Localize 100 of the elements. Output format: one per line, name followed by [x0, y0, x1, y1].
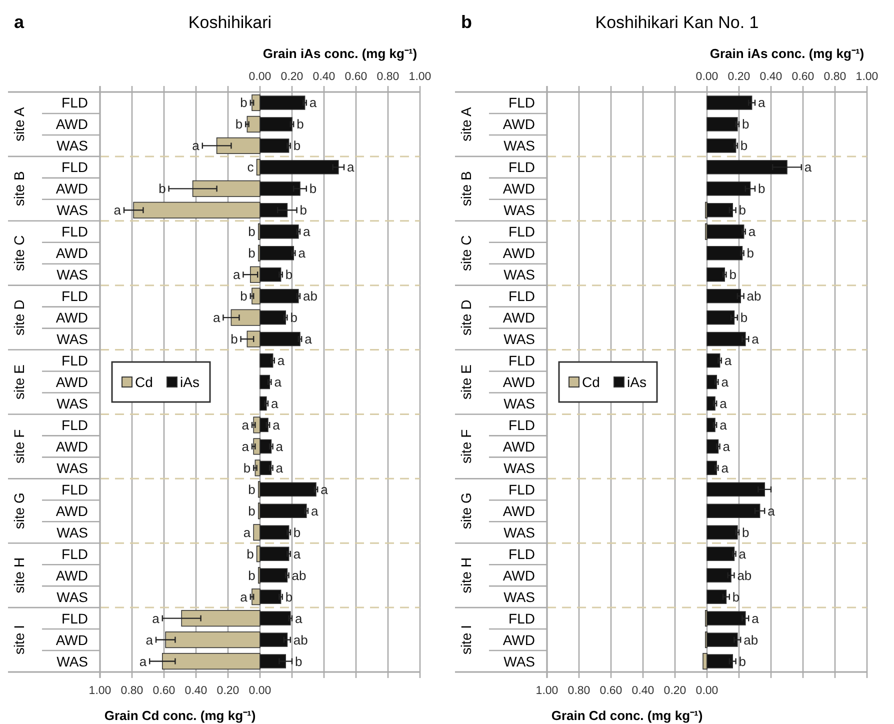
x2-tick-label: 0.80 — [824, 71, 846, 83]
data-label: a — [276, 460, 284, 476]
data-label: a — [768, 503, 776, 518]
data-label: a — [212, 310, 221, 326]
y-tick-label: FLD — [508, 610, 535, 626]
legend-label: Cd — [582, 374, 600, 390]
data-label: ab — [303, 288, 318, 304]
y-tick-label: FLD — [508, 224, 535, 240]
data-label: b — [248, 503, 256, 518]
data-label: a — [139, 654, 148, 669]
text: site B — [458, 171, 474, 206]
x2-tick-label: 0.00 — [248, 71, 272, 83]
y-tick-label: AWD — [56, 374, 88, 390]
y-tick-label: FLD — [508, 481, 535, 498]
x-tick-label: 0.40 — [184, 685, 208, 697]
text: site G — [11, 492, 27, 530]
y-tick-label: FLD — [508, 94, 535, 111]
data-label: a — [272, 417, 281, 432]
data-label: b — [742, 524, 750, 540]
data-label: b — [240, 288, 248, 304]
y-tick-label: WAS — [56, 266, 88, 283]
y-tick-label: WAS — [504, 202, 535, 218]
data-label: b — [248, 568, 256, 583]
data-label: b — [740, 310, 748, 326]
data-label: b — [285, 267, 293, 282]
y-tick-label: AWD — [56, 310, 88, 326]
data-label: a — [243, 524, 252, 540]
y-tick-label: FLD — [508, 352, 535, 369]
data-label: b — [738, 654, 746, 669]
data-label: c — [247, 160, 254, 175]
text: site I — [11, 624, 27, 655]
data-label: a — [347, 160, 355, 175]
data-label: b — [246, 546, 254, 562]
data-label: a — [277, 353, 286, 368]
data-label: a — [720, 396, 728, 411]
text: site C — [458, 235, 474, 272]
data-label: b — [240, 95, 248, 110]
y-tick-label: WAS — [56, 588, 88, 605]
y-tick-label: FLD — [508, 288, 535, 304]
y-tick-label: WAS — [504, 588, 535, 605]
x-tick-label: 1.00 — [536, 685, 558, 697]
data-label: b — [293, 138, 301, 154]
y-tick-label: WAS — [504, 653, 535, 670]
text: site G — [458, 492, 474, 530]
text: site F — [458, 429, 474, 464]
y-tick-label: AWD — [502, 245, 535, 262]
data-label: b — [285, 589, 293, 604]
y-tick-label: AWD — [502, 438, 535, 454]
data-label: b — [309, 181, 317, 196]
data-label: a — [146, 632, 154, 648]
x-axis-title: Grain Cd conc. (mg kg⁻¹) — [551, 708, 703, 723]
data-label: a — [722, 438, 731, 454]
data-label: a — [152, 610, 160, 626]
y-tick-label: WAS — [56, 653, 88, 670]
data-label: b — [248, 246, 256, 261]
data-label: b — [248, 482, 256, 497]
x2-tick-label: 1.00 — [856, 71, 878, 83]
y-tick-label: WAS — [56, 138, 88, 154]
y-tick-label: FLD — [62, 224, 88, 240]
data-label: a — [271, 396, 279, 411]
data-label: b — [158, 181, 166, 196]
data-label: b — [290, 310, 298, 326]
data-label: b — [732, 589, 740, 604]
y-tick-label: WAS — [504, 138, 535, 154]
data-label: ab — [744, 632, 758, 648]
y-tick-label: FLD — [62, 610, 88, 626]
x-tick-label: 1.00 — [88, 685, 112, 697]
data-label: a — [720, 417, 728, 432]
y-tick-label: AWD — [502, 116, 535, 132]
y-tick-label: AWD — [502, 632, 535, 648]
x2-tick-label: 0.20 — [280, 71, 304, 83]
y-tick-label: FLD — [508, 416, 535, 433]
text: site H — [458, 557, 474, 594]
y-tick-label: AWD — [502, 374, 535, 390]
data-label: b — [295, 654, 302, 669]
x-tick-label: 0.60 — [152, 685, 176, 697]
y-tick-label: AWD — [56, 502, 88, 519]
y-tick-label: WAS — [504, 395, 535, 412]
y-tick-label: FLD — [62, 546, 88, 562]
data-label: a — [242, 438, 250, 454]
x-tick-label: 0.80 — [568, 685, 590, 697]
text: site F — [11, 429, 27, 464]
y-tick-label: FLD — [508, 159, 535, 176]
data-label: a — [752, 610, 760, 626]
text: site D — [11, 300, 27, 336]
y-tick-label: WAS — [56, 524, 88, 540]
text: site C — [11, 235, 27, 272]
y-tick-label: AWD — [502, 567, 535, 584]
x-tick-label: 0.00 — [248, 685, 272, 697]
x2-tick-label: 0.40 — [760, 71, 782, 83]
y-tick-label: FLD — [62, 481, 88, 498]
data-label: a — [721, 374, 730, 390]
y-tick-label: FLD — [62, 159, 88, 176]
y-tick-label: AWD — [56, 245, 88, 262]
data-label: b — [729, 267, 736, 282]
y-tick-label: FLD — [62, 288, 88, 304]
data-label: b — [296, 116, 304, 132]
y-tick-label: WAS — [504, 460, 535, 476]
y-tick-label: FLD — [62, 416, 88, 433]
y-tick-label: AWD — [56, 632, 88, 648]
